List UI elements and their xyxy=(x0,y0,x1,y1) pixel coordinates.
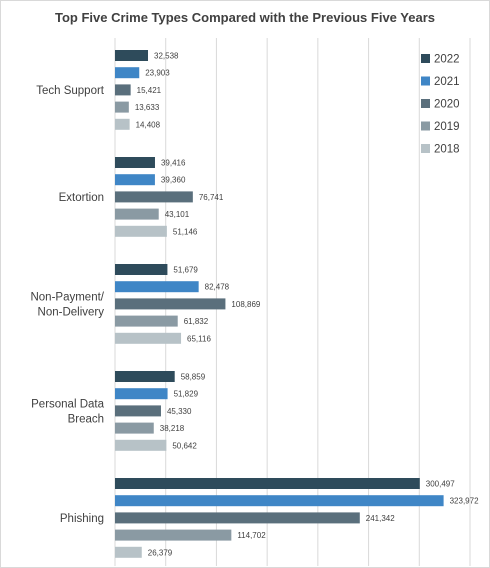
bar xyxy=(115,67,140,79)
data-label: 51,146 xyxy=(173,227,198,236)
bar xyxy=(115,332,182,344)
data-label: 39,360 xyxy=(161,176,186,185)
data-label: 45,330 xyxy=(167,407,192,416)
data-label: 76,741 xyxy=(199,193,224,202)
data-label: 43,101 xyxy=(165,210,190,219)
data-label: 14,408 xyxy=(136,120,161,129)
data-label: 51,679 xyxy=(173,266,198,275)
category-label: Phishing xyxy=(60,513,104,525)
legend: 2022 2021 2020 2019 2018 xyxy=(421,54,460,156)
legend-swatch xyxy=(421,54,430,63)
legend-entry: 2022 xyxy=(434,54,460,66)
category-label: Tech Support xyxy=(36,85,105,97)
data-label: 50,642 xyxy=(172,441,197,450)
data-label: 82,478 xyxy=(205,283,230,292)
data-label: 26,379 xyxy=(148,548,173,557)
data-label: 39,416 xyxy=(161,159,186,168)
bar xyxy=(115,118,130,130)
bar xyxy=(115,388,168,400)
bar xyxy=(115,101,129,113)
data-label: 23,903 xyxy=(145,69,170,78)
data-label: 65,116 xyxy=(187,334,211,343)
data-label: 13,633 xyxy=(135,103,160,112)
data-label: 61,832 xyxy=(184,317,209,326)
bar xyxy=(115,208,159,220)
bar xyxy=(115,529,232,541)
bar xyxy=(115,281,199,293)
bar xyxy=(115,478,420,489)
category-label: Non-Delivery xyxy=(38,306,105,318)
data-label: 51,829 xyxy=(174,390,199,399)
legend-entry: 2020 xyxy=(434,99,460,111)
bars: 32,538 23,903 15,421 13,633 14,408 39,416 39,3… xyxy=(115,50,479,558)
bar xyxy=(115,225,167,237)
category-label: Extortion xyxy=(59,192,104,204)
data-label: 38,218 xyxy=(160,424,185,433)
data-label: 300,497 xyxy=(426,480,455,489)
legend-entry: 2018 xyxy=(434,144,460,156)
legend-swatch xyxy=(421,99,430,108)
data-label: 108,869 xyxy=(231,300,260,309)
legend-swatch xyxy=(421,76,430,86)
legend-entry: 2021 xyxy=(434,76,460,88)
bar xyxy=(115,546,142,558)
bar xyxy=(115,84,131,96)
bar xyxy=(115,157,155,168)
category-label: Personal Data xyxy=(31,398,104,410)
bar xyxy=(115,439,167,451)
data-label: 58,859 xyxy=(181,373,206,382)
category-labels: Tech Support Extortion Non-Payment/Non-Del… xyxy=(30,85,104,525)
bar xyxy=(115,50,149,61)
bar xyxy=(115,174,155,186)
bar xyxy=(115,512,360,524)
legend-swatch xyxy=(421,144,430,153)
bar xyxy=(115,315,178,327)
legend-swatch xyxy=(421,121,430,131)
bar xyxy=(115,371,175,382)
bar xyxy=(115,264,168,275)
bar xyxy=(115,405,161,417)
data-label: 32,538 xyxy=(154,52,179,61)
bar xyxy=(115,422,154,434)
data-label: 114,702 xyxy=(237,531,266,540)
chart-title: Top Five Crime Types Compared with the P… xyxy=(54,10,435,25)
data-label: 323,972 xyxy=(450,497,479,506)
data-label: 15,421 xyxy=(137,86,162,95)
bar xyxy=(115,191,193,203)
bar xyxy=(115,298,226,310)
data-label: 241,342 xyxy=(366,514,395,523)
category-label: Breach xyxy=(68,413,104,425)
bar xyxy=(115,495,444,507)
category-label: Non-Payment/ xyxy=(30,291,104,303)
legend-entry: 2019 xyxy=(434,121,460,133)
